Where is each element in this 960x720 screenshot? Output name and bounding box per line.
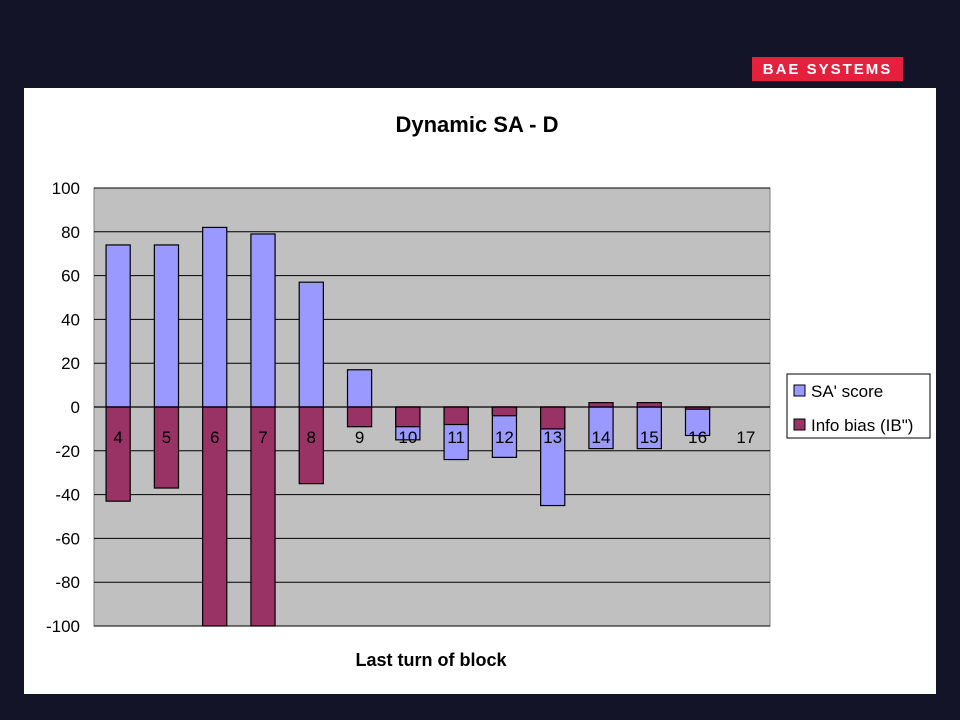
bar-sa-score-7 xyxy=(250,233,276,408)
chart: Dynamic SA - D Last turn of block 100806… xyxy=(46,112,931,670)
x-tick-label: 15 xyxy=(640,428,659,447)
bar-info-bias-7 xyxy=(250,406,276,627)
y-tick-label: -60 xyxy=(55,529,80,548)
x-tick-label: 5 xyxy=(162,428,171,447)
legend-label-info-bias: Info bias (IB") xyxy=(811,416,913,435)
bar-sa-score-14 xyxy=(588,406,614,450)
x-tick-label: 17 xyxy=(736,428,755,447)
bar-info-bias-11 xyxy=(443,406,469,426)
bar-sa-score-15 xyxy=(636,406,662,450)
y-tick-label: 60 xyxy=(61,267,80,286)
slide: Dynamic SA - D Last turn of block 100 80 6… xyxy=(24,88,936,694)
x-tick-label: 11 xyxy=(447,428,465,447)
bar-sa-score-6 xyxy=(202,226,228,408)
y-tick-label: -100 xyxy=(46,617,80,636)
y-tick-labels: 100 80 60 40 20 0 -20 -40 -60 -80 -100 xyxy=(46,179,80,636)
x-tick-label: 16 xyxy=(688,428,707,447)
y-tick-label: 100 xyxy=(52,179,80,198)
bar-info-bias-10 xyxy=(395,406,421,428)
x-tick-label: 9 xyxy=(355,428,364,447)
bar-info-bias-5 xyxy=(153,406,180,489)
x-tick-label: 13 xyxy=(543,428,562,447)
x-tick-label: 12 xyxy=(495,428,514,447)
bar-info-bias-13 xyxy=(540,406,566,430)
y-tick-label: -40 xyxy=(55,486,80,505)
bar-info-bias-9 xyxy=(346,406,373,428)
legend-swatch-info-bias xyxy=(793,418,806,431)
bar-sa-score-8 xyxy=(298,281,324,408)
bar-sa-score-4 xyxy=(105,244,131,408)
bar-info-bias-8 xyxy=(298,406,324,485)
legend: SA' score Info bias (IB") xyxy=(786,373,931,439)
x-tick-labels: 4 5 6 7 8 9 10 11 12 13 14 15 16 17 xyxy=(113,428,755,447)
y-tick-label: 80 xyxy=(61,223,80,242)
bar-info-bias-12 xyxy=(491,406,518,417)
x-axis-label: Last turn of block xyxy=(355,650,507,670)
bar-info-bias-15 xyxy=(636,402,662,408)
bar-info-bias-4 xyxy=(105,406,131,502)
y-tick-label: -20 xyxy=(55,442,80,461)
x-tick-label: 7 xyxy=(258,428,267,447)
bar-info-bias-14 xyxy=(588,402,614,408)
x-tick-label: 14 xyxy=(592,428,611,447)
bars xyxy=(94,226,770,627)
x-tick-label: 10 xyxy=(398,428,417,447)
bar-sa-score-9 xyxy=(346,369,373,408)
x-tick-label: 6 xyxy=(210,428,219,447)
y-tick-label: 40 xyxy=(61,310,80,329)
legend-label-sa-score: SA' score xyxy=(811,382,883,401)
legend-swatch-sa-score xyxy=(793,384,806,397)
y-tick-label: 20 xyxy=(61,354,80,373)
x-tick-label: 8 xyxy=(307,428,316,447)
chart-title: Dynamic SA - D xyxy=(395,112,558,137)
legend-box xyxy=(786,373,931,439)
x-tick-label: 4 xyxy=(113,428,122,447)
bar-sa-score-5 xyxy=(153,244,180,408)
y-tick-label: -80 xyxy=(55,573,80,592)
bae-systems-logo: BAE SYSTEMS xyxy=(752,57,903,81)
y-tick-label: 0 xyxy=(71,398,80,417)
